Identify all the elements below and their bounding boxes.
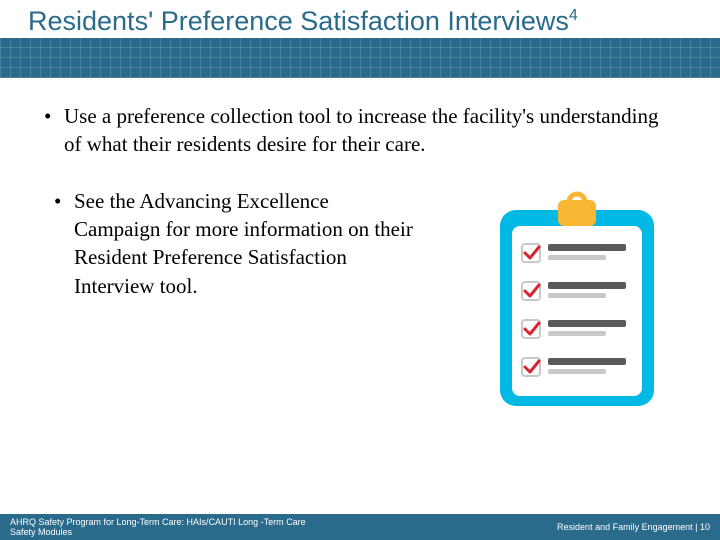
- footer-left-text: AHRQ Safety Program for Long-Term Care: …: [10, 517, 310, 538]
- bullet-marker: •: [54, 187, 74, 300]
- slide-title: Residents' Preference Satisfaction Inter…: [28, 6, 578, 37]
- bullet-item: • Use a preference collection tool to in…: [44, 102, 676, 159]
- clipboard-checklist-icon: [462, 190, 692, 420]
- slide-header: Residents' Preference Satisfaction Inter…: [0, 0, 720, 78]
- bullet-text: Use a preference collection tool to incr…: [64, 102, 676, 159]
- footer-page-number: 10: [700, 522, 710, 532]
- title-superscript: 4: [569, 7, 578, 24]
- slide-footer: AHRQ Safety Program for Long-Term Care: …: [0, 514, 720, 540]
- footer-right-label: Resident and Family Engagement: [557, 522, 693, 532]
- bullet-text: See the Advancing Excellence Campaign fo…: [74, 187, 414, 300]
- footer-right: Resident and Family Engagement | 10: [557, 522, 710, 532]
- header-grid-band: [0, 38, 720, 78]
- bullet-marker: •: [44, 102, 64, 159]
- title-text: Residents' Preference Satisfaction Inter…: [28, 6, 569, 36]
